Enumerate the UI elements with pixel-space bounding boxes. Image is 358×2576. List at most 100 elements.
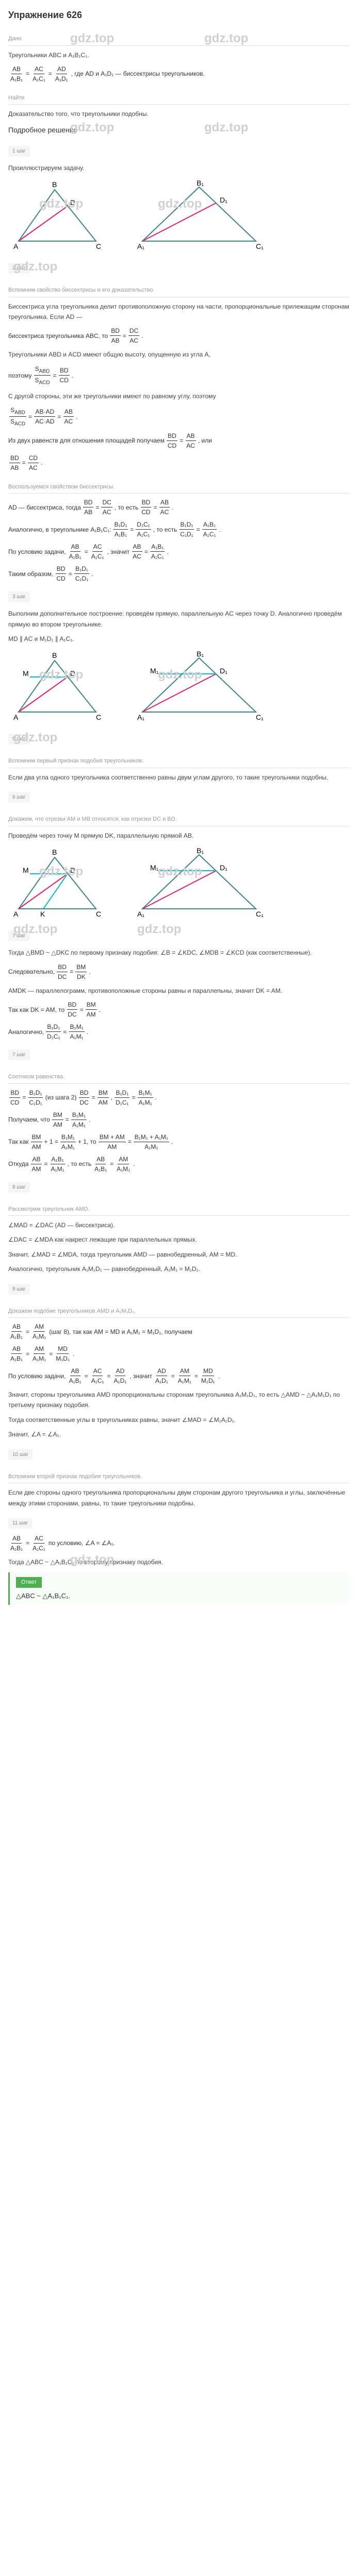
step-7b: 7 шаг — [8, 1049, 30, 1060]
s2-formula8: По условию задачи, ABA₁B₁ = ACA₁C₁, знач… — [8, 542, 350, 561]
s2-formula3: SABDSACD = AB·ADAC·AD = ABAC. — [8, 405, 350, 428]
svg-text:B₁: B₁ — [197, 179, 204, 187]
svg-text:C₁: C₁ — [256, 242, 264, 250]
s2-formula7: Аналогично, в треугольнике A₁B₁C₁: B₁D₁A… — [8, 520, 350, 539]
s7b-title: Соотнесм равенства. — [8, 1071, 350, 1084]
svg-text:C₁: C₁ — [256, 910, 264, 918]
svg-text:D: D — [70, 669, 75, 677]
step-2: 2 шаг — [8, 263, 30, 274]
svg-text:M: M — [23, 866, 29, 874]
svg-text:A: A — [13, 910, 19, 918]
s9-title: Докажем подобие треугольников AMD и A₁M₁… — [8, 1305, 350, 1318]
s5t: Если два угла одного треугольника соотве… — [8, 772, 350, 783]
triangle-abc: A B C D — [8, 179, 111, 251]
s2-formula5: BDAB = CDAC. — [8, 453, 350, 472]
answer-text: △ABC ~ △A₁B₁C₁. — [16, 1591, 344, 1601]
triangle-abc-m: A B C D M — [8, 650, 111, 722]
s2-formula2: поэтому SABDSACD = BDCD. — [8, 364, 350, 387]
figure-2: gdz.top gdz.top A B C D M A₁ B₁ C₁ D₁ M₁ — [8, 650, 350, 722]
step1-text: Проиллюстрируем задачу. — [8, 163, 350, 173]
naiti-label: Найти — [8, 92, 350, 105]
svg-text:M: M — [23, 669, 29, 677]
s7t1: Тогда △BMD ~ △DKC по первому признаку по… — [8, 947, 350, 958]
s6-title: Докажем, что отрезки AM и MB относятся, … — [8, 813, 350, 826]
s2t5: С другой стороны, эти же треугольники им… — [8, 391, 350, 401]
s2-sub: Воспользуемся свойством биссектрисы. — [8, 481, 350, 494]
s6t1: Проведём через точку M прямую DK, паралл… — [8, 831, 350, 841]
step-8: 8 шаг — [8, 1182, 30, 1193]
page-title: Упражнение 626 — [8, 8, 350, 22]
svg-text:D₁: D₁ — [220, 667, 227, 675]
svg-text:B₁: B₁ — [197, 650, 204, 658]
given-formula: ABA₁B₁ = ACA₁C₁ = ADA₁D₁ , где AD и A₁D₁… — [8, 64, 350, 83]
svg-text:A₁: A₁ — [137, 910, 144, 918]
svg-text:B₁: B₁ — [197, 847, 204, 855]
s2t3: Треугольники ABD и ACD имеют общую высот… — [8, 349, 350, 360]
s10t: Если две стороны одного треугольника про… — [8, 1487, 350, 1509]
svg-text:B: B — [52, 180, 57, 189]
s8t1: ∠MAD = ∠DAC (AD — биссектриса). — [8, 1220, 350, 1230]
step-3: 3 шаг — [8, 591, 30, 602]
svg-text:K: K — [40, 910, 45, 918]
step-5: 5 шаг — [8, 734, 30, 744]
s7t3: AMDK — параллелограмм, противоположные с… — [8, 986, 350, 996]
triangle-a1b1c1-m1: A₁ B₁ C₁ D₁ M₁ — [132, 650, 266, 722]
s8-title: Рассмотрим треугольник AMD. — [8, 1203, 350, 1216]
svg-text:C: C — [96, 910, 101, 918]
dano-label: Дано — [8, 32, 350, 46]
step-10: 10 шаг — [8, 1449, 32, 1460]
s9-formula3: По условию задачи, ABA₁B₁ = ACA₁C₁ = ADA… — [8, 1366, 350, 1385]
answer-box: Ответ △ABC ~ △A₁B₁C₁. — [8, 1572, 350, 1605]
s9-formula2: ABA₁B₁ = AMA₁M₁ = MDM₁D₁. — [8, 1344, 350, 1363]
s8t2: ∠DAC = ∠MDA как накрест лежащие при пара… — [8, 1234, 350, 1245]
s7b-formula1: BDCD = B₁D₁C₁D₁ (из шага 2) BDDC = BMAM,… — [8, 1088, 350, 1107]
s11t2: Тогда △ABC ~ △A₁B₁C₁ по второму признаку… — [8, 1557, 350, 1567]
s8t4: Аналогично, треугольник A₁M₁D₁ — равнобе… — [8, 1264, 350, 1274]
s10-title: Вспомним второй признак подобия треуголь… — [8, 1470, 350, 1484]
svg-text:M₁: M₁ — [150, 863, 159, 872]
s7b-formula2: Получаем, что BMAM = B₁M₁A₁M₁. — [8, 1110, 350, 1129]
answer-label: Ответ — [16, 1577, 42, 1588]
s9t3: Значит, стороны треугольника AMD пропорц… — [8, 1389, 350, 1411]
step-1: 1 шаг — [8, 146, 30, 157]
svg-text:C: C — [96, 713, 101, 721]
given-suffix: , где AD и A₁D₁ — биссектрисы треугольни… — [71, 69, 205, 78]
svg-text:A: A — [13, 242, 19, 250]
step-11: 11 шаг — [8, 1518, 32, 1529]
step-7: 7 шаг — [8, 930, 30, 941]
s5-title: Вспомним первый признак подобия треуголь… — [8, 755, 350, 768]
svg-text:C₁: C₁ — [256, 713, 264, 721]
svg-text:D₁: D₁ — [220, 196, 227, 204]
svg-text:B: B — [52, 848, 57, 856]
s9t4: Тогда соответственные углы в треугольник… — [8, 1415, 350, 1425]
s11-formula1: ABA₁B₁ = ACA₁C₁ по условию, ∠A = ∠A₁. — [8, 1534, 350, 1553]
s9-formula1: ABA₁B₁ = AMA₁M₁ (шаг 8), так как AM = MD… — [8, 1322, 350, 1341]
s2-formula1: биссектриса треугольника ABC, то BDAB = … — [8, 326, 350, 345]
svg-text:M₁: M₁ — [150, 667, 159, 675]
triangle-a1b1c1-final: A₁ B₁ C₁ D₁ M₁ — [132, 847, 266, 919]
s3t2: MD ∥ AC и M₁D₁ ∥ A₁C₁. — [8, 634, 350, 644]
s7-formula2: Так как DK = AM, то BDDC = BMAM. — [8, 1000, 350, 1019]
svg-text:C: C — [96, 242, 101, 250]
s3t1: Выполним дополнительное построение: пров… — [8, 608, 350, 630]
svg-text:A: A — [13, 713, 19, 721]
naiti-text: Доказательство того, что треугольники по… — [8, 109, 350, 119]
s2-formula9: Таким образом, BDCD = B₁D₁C₁D₁. — [8, 564, 350, 583]
svg-text:D₁: D₁ — [220, 863, 227, 872]
s7b-formula3: Так как BMAM + 1 = B₁M₁A₁M₁ + 1, то BM +… — [8, 1132, 350, 1151]
svg-text:D: D — [70, 198, 75, 207]
figure-3: gdz.top gdz.top A B C D M K A₁ B₁ C₁ D₁ … — [8, 847, 350, 919]
step-6: 6 шаг — [8, 792, 30, 803]
s9t5: Значит, ∠A = ∠A₁. — [8, 1429, 350, 1439]
svg-text:B: B — [52, 651, 57, 659]
svg-text:A₁: A₁ — [137, 242, 144, 250]
s7-formula1: Следовательно, BDDC = BMDK. — [8, 962, 350, 981]
triangle-abc-k: A B C D M K — [8, 847, 111, 919]
solution-heading: Подробное решение — [8, 125, 350, 135]
s2-formula6: AD — биссектриса, тогда BDAB = DCAC, то … — [8, 498, 350, 517]
s7b-formula4: Откуда ABAM = A₁B₁A₁M₁, то есть ABA₁B₁ =… — [8, 1155, 350, 1174]
svg-text:D: D — [70, 866, 75, 874]
step2-title: Вспомним свойство биссектрисы и его дока… — [8, 284, 350, 297]
watermark: gdz.top — [137, 920, 181, 939]
s2t1: Биссектриса угла треугольника делит прот… — [8, 301, 350, 323]
